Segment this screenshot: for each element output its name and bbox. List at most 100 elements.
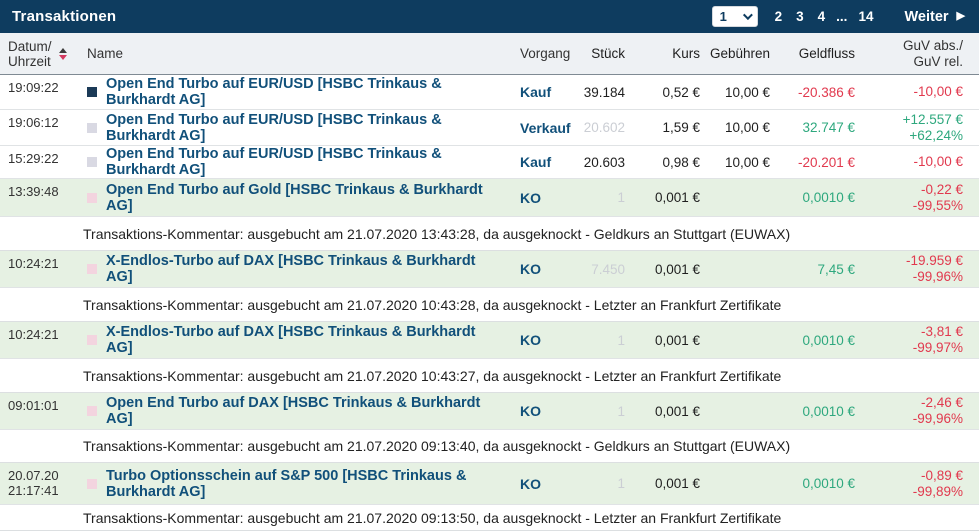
instrument-link[interactable]: Open End Turbo auf EUR/USD [HSBC Trinkau…: [106, 76, 442, 108]
row-kurs: 0,001 €: [654, 332, 700, 348]
row-guv-rel: -99,55%: [912, 197, 963, 213]
row-guv-rel: -99,97%: [912, 340, 963, 355]
row-geldfluss: -20.201 €: [797, 154, 855, 170]
page-select-value: 1: [719, 9, 727, 24]
row-vorgang: Verkauf: [520, 119, 571, 136]
table-row: 20.07.20 21:17:41 Turbo Optionsschein auf…: [0, 463, 979, 505]
row-time: 19:06:12: [8, 115, 59, 130]
row-guv-abs: -10,00 €: [913, 154, 963, 169]
instrument-color-icon: [87, 87, 97, 97]
row-kurs: 0,001 €: [654, 403, 700, 419]
page-link-4[interactable]: 4: [817, 9, 826, 24]
chevron-down-icon: [742, 10, 753, 21]
row-stueck: 39.184: [583, 84, 625, 100]
row-time: 21:17:41: [8, 483, 59, 498]
row-geldfluss: 0,0010 €: [802, 190, 855, 205]
instrument-color-icon: [87, 406, 97, 416]
row-time: 19:09:22: [8, 80, 59, 95]
row-guv-abs: -0,22 €: [920, 181, 963, 197]
row-geldfluss: 0,0010 €: [802, 332, 855, 348]
row-stueck: 20.603: [583, 154, 625, 170]
column-header-stueck: Stück: [591, 46, 625, 61]
row-guv-abs: -19.959 €: [905, 253, 963, 268]
row-stueck: 1: [617, 190, 625, 205]
comment-text: Transaktions-Kommentar: ausgebucht am 21…: [83, 367, 782, 384]
page-link-14[interactable]: 14: [858, 9, 874, 24]
table-row: 15:29:22 Open End Turbo auf EUR/USD [HSB…: [0, 146, 979, 179]
table-row: 10:24:21 X-Endlos-Turbo auf DAX [HSBC Tr…: [0, 322, 979, 359]
next-page-label: Weiter: [904, 8, 949, 25]
row-guv-rel: -99,89%: [912, 483, 963, 499]
row-stueck: 1: [617, 403, 625, 419]
datum-label-line1: Datum/: [8, 38, 52, 54]
row-time: 09:01:01: [8, 398, 59, 413]
row-time: 15:29:22: [8, 151, 59, 166]
row-guv-abs: +12.557 €: [902, 111, 963, 127]
transactions-header-bar: Transaktionen 1 2 3 4 ... 14 Weiter ▶: [0, 0, 979, 33]
row-stueck: 1: [617, 332, 625, 348]
row-guv-abs: -0,89 €: [920, 467, 963, 483]
column-header-kurs: Kurs: [672, 46, 700, 61]
instrument-color-icon: [87, 264, 97, 274]
instrument-link[interactable]: Open End Turbo auf Gold [HSBC Trinkaus &…: [106, 181, 483, 214]
page-title: Transaktionen: [12, 8, 117, 25]
table-column-header: Datum/ Uhrzeit Name Vorgang Stück Kurs G…: [0, 33, 979, 75]
page-link-2[interactable]: 2: [774, 9, 783, 24]
instrument-color-icon: [87, 335, 97, 345]
instrument-link[interactable]: X-Endlos-Turbo auf DAX [HSBC Trinkaus & …: [106, 324, 476, 356]
row-guv-rel: -99,96%: [912, 269, 963, 284]
row-vorgang: KO: [520, 403, 541, 419]
row-vorgang: KO: [520, 332, 541, 348]
instrument-color-icon: [87, 192, 97, 203]
next-page-button[interactable]: Weiter ▶: [904, 9, 965, 25]
datum-label-line2: Uhrzeit: [8, 53, 51, 69]
page-ellipsis: ...: [836, 9, 848, 24]
comment-text: Transaktions-Kommentar: ausgebucht am 21…: [83, 225, 791, 242]
row-time: 10:24:21: [8, 256, 59, 271]
row-vorgang: Kauf: [520, 154, 552, 170]
row-vorgang: KO: [520, 189, 541, 206]
row-gebuehren: 10,00 €: [724, 84, 770, 100]
row-gebuehren: 10,00 €: [724, 154, 770, 170]
row-kurs: 0,52 €: [662, 84, 700, 100]
row-date: 20.07.20: [8, 468, 59, 483]
page-select-dropdown[interactable]: 1: [711, 6, 758, 27]
instrument-link[interactable]: Open End Turbo auf EUR/USD [HSBC Trinkau…: [106, 146, 442, 178]
row-geldfluss: 0,0010 €: [802, 403, 855, 419]
column-header-datum[interactable]: Datum/ Uhrzeit: [0, 39, 82, 69]
row-guv-abs: -2,46 €: [920, 395, 963, 410]
row-kurs: 0,001 €: [654, 190, 700, 205]
page-link-3[interactable]: 3: [796, 9, 804, 24]
row-kurs: 0,001 €: [654, 261, 700, 277]
row-stueck: 7.450: [591, 261, 625, 277]
row-guv-rel: -99,96%: [912, 411, 963, 426]
row-kurs: 0,001 €: [654, 476, 700, 491]
row-kurs: 1,59 €: [662, 120, 700, 135]
row-geldfluss: 0,0010 €: [802, 476, 855, 491]
instrument-link[interactable]: Open End Turbo auf EUR/USD [HSBC Trinkau…: [106, 111, 442, 144]
guv-label-line2: GuV rel.: [913, 53, 963, 69]
column-header-geldfluss: Geldfluss: [798, 46, 855, 61]
column-header-guv: GuV abs./ GuV rel.: [860, 38, 979, 70]
table-row: 13:39:48 Open End Turbo auf Gold [HSBC T…: [0, 179, 979, 217]
row-stueck: 20.602: [583, 120, 625, 135]
row-kurs: 0,98 €: [662, 154, 700, 170]
transaction-comment: Transaktions-Kommentar: ausgebucht am 21…: [0, 505, 979, 531]
sort-icon[interactable]: [57, 46, 69, 62]
table-row: 10:24:21 X-Endlos-Turbo auf DAX [HSBC Tr…: [0, 251, 979, 288]
instrument-link[interactable]: Open End Turbo auf DAX [HSBC Trinkaus & …: [106, 395, 481, 427]
comment-text: Transaktions-Kommentar: ausgebucht am 21…: [83, 438, 791, 454]
transaction-comment: Transaktions-Kommentar: ausgebucht am 21…: [0, 359, 979, 393]
table-row: 19:06:12 Open End Turbo auf EUR/USD [HSB…: [0, 110, 979, 146]
transaction-comment: Transaktions-Kommentar: ausgebucht am 21…: [0, 217, 979, 251]
instrument-link[interactable]: X-Endlos-Turbo auf DAX [HSBC Trinkaus & …: [106, 253, 476, 285]
row-guv-rel: +62,24%: [909, 127, 963, 143]
row-geldfluss: -20.386 €: [797, 84, 855, 100]
instrument-link[interactable]: Turbo Optionsschein auf S&P 500 [HSBC Tr…: [106, 467, 467, 500]
pagination: 1 2 3 4 ... 14 Weiter ▶: [711, 6, 969, 27]
row-vorgang: KO: [520, 475, 541, 492]
row-vorgang: KO: [520, 261, 541, 277]
transaction-comment: Transaktions-Kommentar: ausgebucht am 21…: [0, 430, 979, 463]
column-header-name: Name: [87, 46, 124, 61]
row-geldfluss: 7,45 €: [817, 261, 855, 277]
